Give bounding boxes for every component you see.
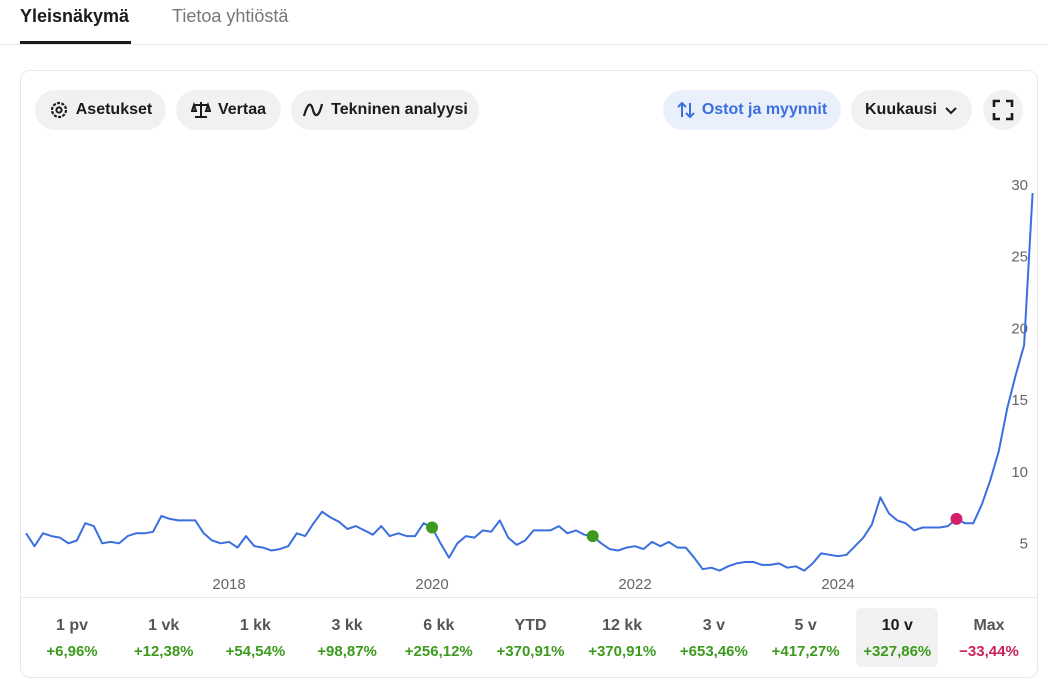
compare-button[interactable]: Vertaa xyxy=(176,90,281,130)
period-button[interactable]: 1 pv +6,96% xyxy=(31,608,113,667)
price-line xyxy=(25,193,1034,572)
period-button[interactable]: 10 v +327,86% xyxy=(856,608,939,667)
period-button[interactable]: 5 v +417,27% xyxy=(765,608,847,667)
period-label: 3 kk xyxy=(331,617,363,634)
period-button[interactable]: Max −33,44% xyxy=(948,608,1030,667)
trade-marker xyxy=(426,521,439,534)
period-label: 10 v xyxy=(881,617,913,634)
period-change: +6,96% xyxy=(46,643,98,660)
button-label: Tekninen analyysi xyxy=(331,101,468,118)
scale-icon xyxy=(190,101,211,118)
tab-overview[interactable]: Yleisnäkymä xyxy=(20,6,130,26)
period-label: 1 kk xyxy=(239,617,271,634)
period-change: +653,46% xyxy=(679,643,748,660)
period-button[interactable]: 3 v +653,46% xyxy=(673,608,755,667)
period-change: +256,12% xyxy=(404,643,473,660)
period-label: 3 v xyxy=(702,617,726,634)
chevron-icon xyxy=(945,107,957,115)
chart-card xyxy=(20,70,1038,678)
period-label: 12 kk xyxy=(602,617,643,634)
active-tab-underline xyxy=(20,41,131,44)
trade-marker xyxy=(586,530,599,543)
period-label: 5 v xyxy=(794,617,817,634)
settings-button[interactable]: Asetukset xyxy=(35,90,166,130)
button-label: Kuukausi xyxy=(864,101,937,118)
fullscreen-icon xyxy=(992,99,1014,121)
x-tick-label: 2020 xyxy=(415,576,448,593)
button-label: Ostot ja myynnit xyxy=(701,101,828,118)
period-change: +327,86% xyxy=(863,643,932,660)
arrows-icon xyxy=(677,101,695,119)
period-change: +370,91% xyxy=(588,643,657,660)
period-change: +12,38% xyxy=(133,643,194,660)
period-button[interactable]: 12 kk +370,91% xyxy=(581,608,663,667)
period-label: Max xyxy=(973,617,1005,634)
trade-marker xyxy=(950,512,963,525)
button-label: Vertaa xyxy=(217,101,267,118)
period-divider xyxy=(20,597,1038,598)
period-label: YTD xyxy=(514,617,547,634)
trades-button[interactable]: Ostot ja myynnit xyxy=(663,90,841,130)
period-change: +54,54% xyxy=(225,643,286,660)
period-label: 6 kk xyxy=(423,617,455,634)
y-tick-label: 30 xyxy=(1011,177,1028,194)
period-label: 1 vk xyxy=(148,617,180,634)
y-tick-label: 5 xyxy=(1020,536,1028,553)
y-tick-label: 10 xyxy=(1011,464,1028,481)
tab-company[interactable]: Tietoa yhtiöstä xyxy=(172,6,289,26)
period-change: +98,87% xyxy=(317,643,377,660)
x-tick-label: 2018 xyxy=(212,576,245,593)
period-button[interactable]: 1 kk +54,54% xyxy=(214,608,296,667)
x-tick-label: 2024 xyxy=(821,576,854,593)
period-change: +370,91% xyxy=(496,643,565,660)
y-tick-label: 25 xyxy=(1011,249,1028,266)
x-tick-label: 2022 xyxy=(618,576,651,593)
technical-analysis-button[interactable]: Tekninen analyysi xyxy=(291,90,479,130)
y-tick-label: 15 xyxy=(1011,392,1028,409)
interval-dropdown[interactable]: Kuukausi xyxy=(851,90,972,130)
fullscreen-button[interactable] xyxy=(983,90,1023,130)
period-label: 1 pv xyxy=(55,617,88,634)
gear-icon xyxy=(50,101,67,119)
period-button[interactable]: 1 vk +12,38% xyxy=(123,608,205,667)
period-change: −33,44% xyxy=(959,643,1019,660)
button-label: Asetukset xyxy=(75,101,153,118)
period-button[interactable]: 3 kk +98,87% xyxy=(306,608,388,667)
tab-divider xyxy=(0,44,1048,45)
period-change: +417,27% xyxy=(771,643,840,660)
period-button[interactable]: 6 kk +256,12% xyxy=(398,608,480,667)
wave-icon xyxy=(303,103,324,117)
period-button[interactable]: YTD +370,91% xyxy=(490,608,572,667)
